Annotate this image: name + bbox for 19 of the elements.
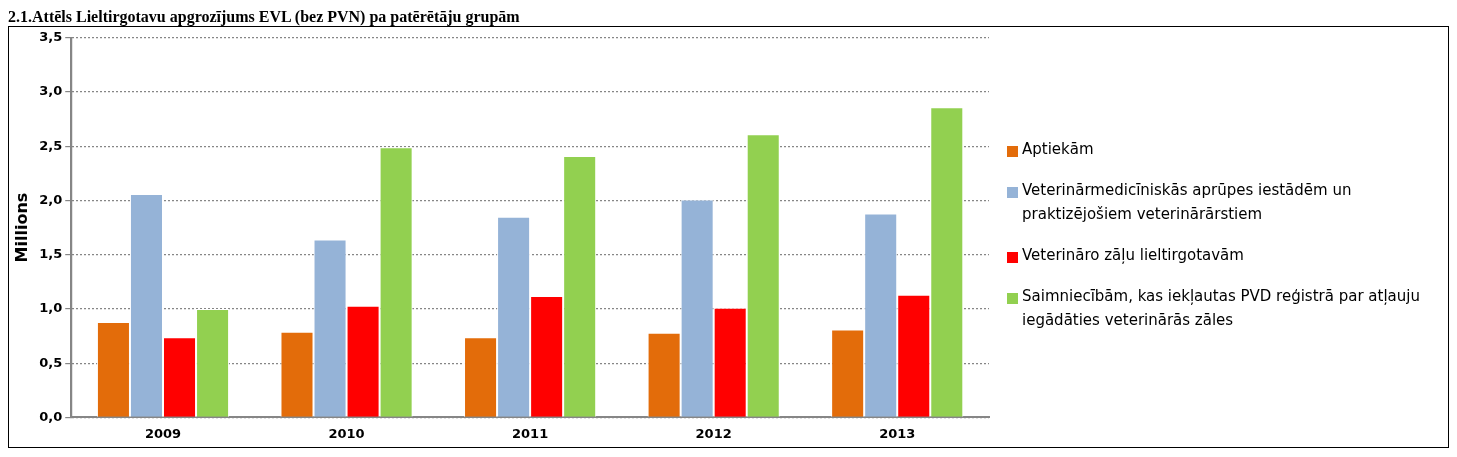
y-tick-label: 3,5	[39, 29, 63, 45]
chart-title: 2.1.Attēls Lieltirgotavu apgrozījums EVL (bez PVN) pa patērētāju grupām	[8, 8, 521, 26]
y-tick-label: 3,0	[39, 83, 63, 99]
y-tick-label: 0,0	[39, 408, 63, 424]
x-tick-label: 2012	[695, 425, 732, 441]
legend-label: Saimniecībām, kas iekļautas PVD reģistrā par atļauju iegādāties veterinārās zāles	[1022, 286, 1421, 331]
legend-label: Aptiekām	[1022, 139, 1094, 160]
y-tick-label: 1,5	[39, 246, 63, 262]
y-tick-label: 2,5	[39, 137, 63, 153]
x-tick-label: 2010	[328, 425, 365, 441]
y-tick-label: 1,0	[39, 300, 63, 316]
y-tick-label: 2,0	[39, 191, 63, 207]
legend-label: Veterinārmedicīniskās aprūpes iestādēm un praktizējošiem veterinārārstiem	[1022, 180, 1353, 225]
y-tick-label: 0,5	[39, 354, 63, 370]
legend-label: Veterināro zāļu lieltirgotavām	[1022, 245, 1244, 266]
x-tick-label: 2013	[879, 425, 916, 441]
x-tick-label: 2009	[144, 425, 182, 441]
x-tick-label: 2011	[512, 425, 549, 441]
y-axis-title: Millions	[11, 192, 31, 263]
